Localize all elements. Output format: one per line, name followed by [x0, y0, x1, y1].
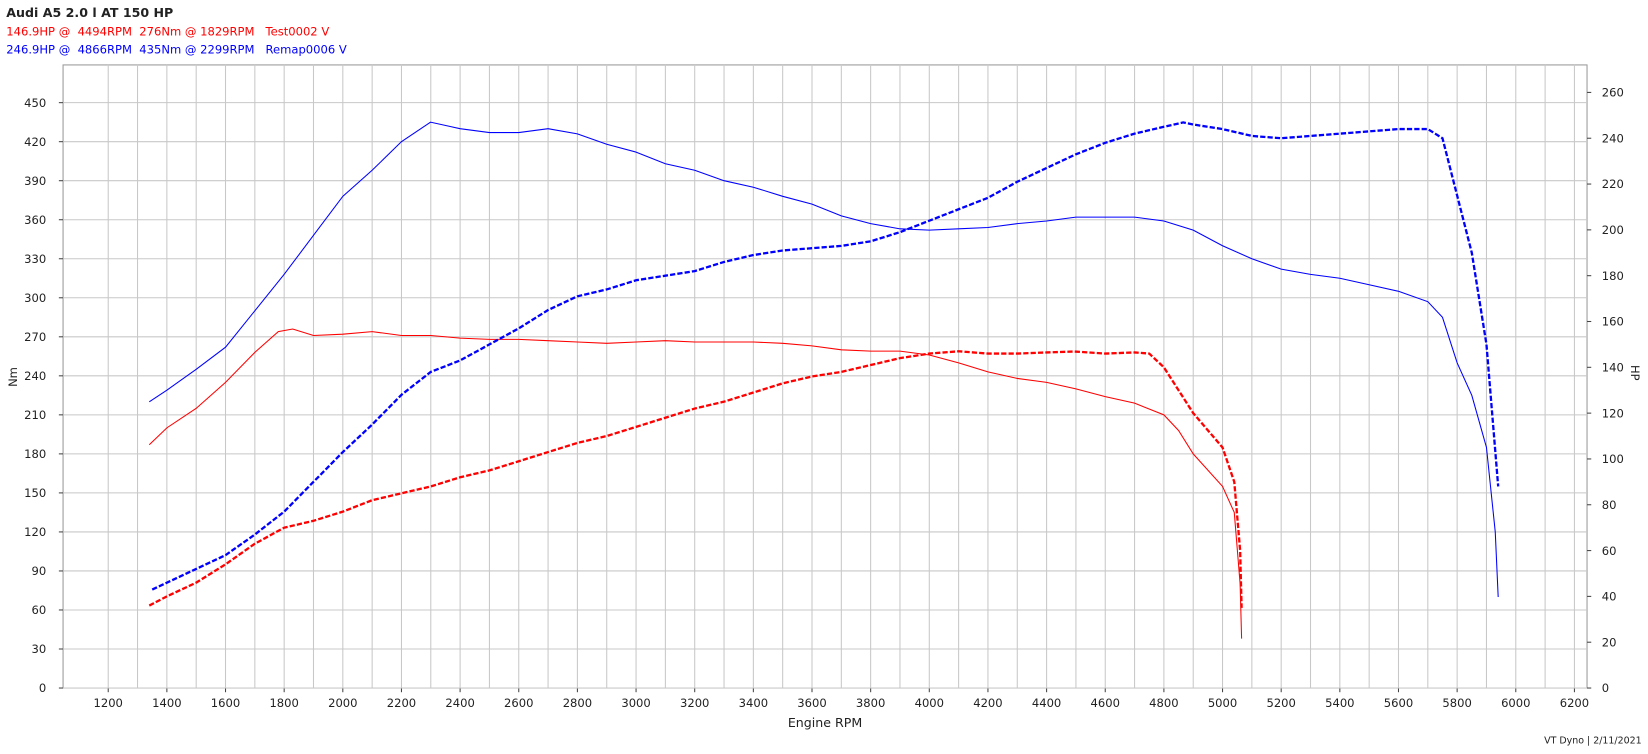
y2-tick-label: 0: [1602, 681, 1609, 695]
x-tick-label: 4800: [1149, 696, 1178, 710]
x-tick-label: 1800: [269, 696, 298, 710]
y2-tick-label: 20: [1602, 635, 1617, 649]
plot-area: [62, 64, 1588, 689]
y-tick-label: 450: [24, 96, 46, 110]
y2-tick-label: 40: [1602, 590, 1617, 604]
x-tick-label: 5800: [1442, 696, 1471, 710]
torque-line: [148, 328, 1243, 639]
x-tick-label: 5000: [1208, 696, 1237, 710]
y2-tick-label: 140: [1602, 361, 1624, 375]
y2-tick-label: 260: [1602, 86, 1624, 100]
y-tick-label: 90: [32, 564, 47, 578]
y-tick-label: 240: [24, 369, 46, 383]
power-line: [151, 121, 1500, 591]
x-tick-label: 4000: [915, 696, 944, 710]
x-tick-label: 6000: [1501, 696, 1530, 710]
y2-tick-label: 240: [1602, 131, 1624, 145]
x-tick-label: 3000: [621, 696, 650, 710]
y-tick-label: 300: [24, 291, 46, 305]
x-tick-label: 2000: [328, 696, 357, 710]
y-tick-label: 210: [24, 408, 46, 422]
header-line: 246.9HP @ 4866RPM 435Nm @ 2299RPM Remap0…: [6, 42, 347, 56]
y2-axis-label: HP: [1628, 365, 1642, 381]
x-tick-label: 5600: [1384, 696, 1413, 710]
y2-tick-label: 80: [1602, 498, 1617, 512]
x-axis-label: Engine RPM: [788, 715, 862, 730]
y2-tick-label: 220: [1602, 177, 1624, 191]
y-tick-label: 120: [24, 525, 46, 539]
y2-tick-label: 60: [1602, 544, 1617, 558]
x-tick-label: 3200: [680, 696, 709, 710]
chart-title: Audi A5 2.0 l AT 150 HP: [6, 5, 173, 20]
y-tick-label: 180: [24, 447, 46, 461]
x-tick-label: 2200: [387, 696, 416, 710]
y-tick-label: 330: [24, 252, 46, 266]
x-tick-label: 3800: [856, 696, 885, 710]
x-tick-label: 2800: [563, 696, 592, 710]
x-tick-label: 1400: [152, 696, 181, 710]
y-tick-label: 270: [24, 330, 46, 344]
y2-tick-label: 200: [1602, 223, 1624, 237]
x-tick-label: 3400: [739, 696, 768, 710]
y-tick-label: 150: [24, 486, 46, 500]
y-tick-label: 360: [24, 213, 46, 227]
y2-tick-label: 100: [1602, 452, 1624, 466]
x-tick-label: 2600: [504, 696, 533, 710]
y-tick-label: 60: [32, 603, 47, 617]
y2-tick-label: 120: [1602, 406, 1624, 420]
torque-line: [148, 121, 1499, 597]
y-tick-label: 420: [24, 135, 46, 149]
x-tick-label: 5400: [1325, 696, 1354, 710]
y2-tick-label: 180: [1602, 269, 1624, 283]
y-tick-label: 390: [24, 174, 46, 188]
x-tick-label: 3600: [797, 696, 826, 710]
y-tick-label: 30: [32, 642, 47, 656]
power-line: [148, 350, 1243, 608]
x-tick-label: 5200: [1266, 696, 1295, 710]
y-axis-label: Nm: [6, 367, 20, 387]
x-tick-label: 4200: [973, 696, 1002, 710]
x-tick-label: 4400: [1032, 696, 1061, 710]
y2-tick-label: 160: [1602, 315, 1624, 329]
footer: VT Dyno | 2/11/2021: [1544, 736, 1642, 747]
header-line: 146.9HP @ 4494RPM 276Nm @ 1829RPM Test00…: [6, 25, 329, 39]
x-tick-label: 2400: [445, 696, 474, 710]
y-tick-label: 0: [39, 681, 46, 695]
x-tick-label: 1600: [211, 696, 240, 710]
x-tick-label: 1200: [94, 696, 123, 710]
x-tick-label: 4600: [1091, 696, 1120, 710]
x-tick-label: 6200: [1560, 696, 1589, 710]
